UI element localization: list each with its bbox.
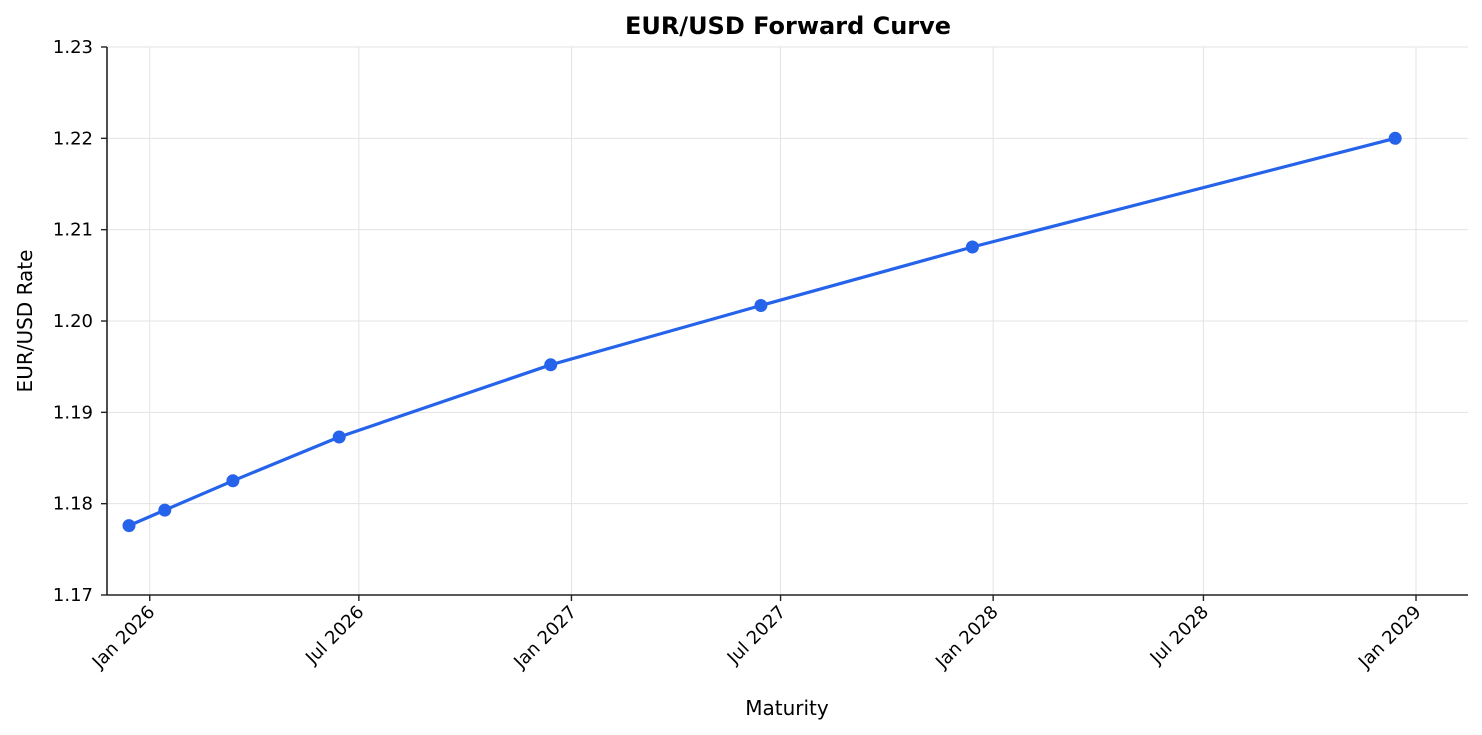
- x-tick-label: Jul 2027: [723, 602, 790, 669]
- y-tick-label: 1.22: [53, 128, 93, 149]
- forward-curve-line: [128, 136, 1396, 528]
- data-series: [122, 131, 1402, 533]
- data-point-marker: [965, 240, 979, 254]
- x-axis-label: Maturity: [745, 696, 829, 720]
- data-point-marker: [122, 519, 136, 533]
- data-point-marker: [1388, 131, 1402, 145]
- x-tick-label: Jan 2029: [1354, 602, 1426, 674]
- y-tick-label: 1.20: [53, 311, 93, 332]
- y-tick-label: 1.23: [53, 37, 93, 58]
- y-axis-label: EUR/USD Rate: [13, 250, 37, 393]
- x-tick-label: Jan 2026: [88, 602, 160, 674]
- data-point-marker: [226, 474, 240, 488]
- x-tick-label: Jul 2026: [301, 602, 368, 669]
- x-axis-ticks: Jan 2026 Jul 2026 Jan 2027 Jul 2027 Jan 2028…: [88, 595, 1426, 673]
- grid-lines: [107, 46, 1468, 596]
- chart-title: EUR/USD Forward Curve: [625, 12, 951, 40]
- y-tick-label: 1.19: [53, 402, 93, 423]
- y-tick-label: 1.17: [53, 585, 93, 606]
- data-point-marker: [158, 503, 172, 517]
- data-point-marker: [754, 299, 768, 312]
- y-tick-label: 1.21: [53, 220, 93, 241]
- x-tick-label: Jul 2028: [1146, 602, 1213, 669]
- data-point-marker: [544, 358, 558, 372]
- data-point-marker: [332, 430, 346, 444]
- x-tick-label: Jan 2028: [931, 602, 1003, 674]
- y-tick-label: 1.18: [53, 494, 93, 515]
- x-tick-label: Jan 2027: [509, 602, 581, 674]
- y-axis-ticks: 1.17 1.18 1.19 1.20 1.21 1.22 1.23: [53, 37, 107, 606]
